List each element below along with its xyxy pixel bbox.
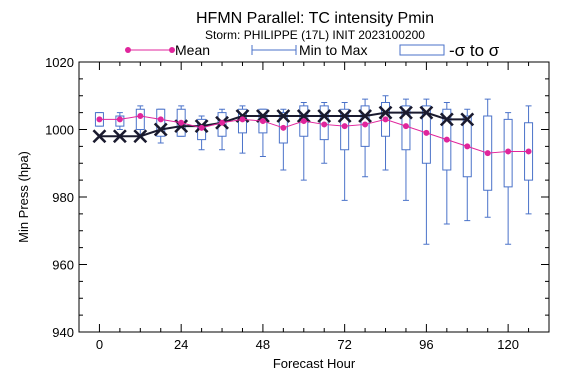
best-track-marker [337, 109, 352, 123]
best-track-marker [460, 112, 475, 127]
sigma-box [340, 108, 350, 151]
marker-stroke-b [112, 129, 127, 144]
mean-point [321, 121, 328, 128]
chart-subtitle: Storm: PHILIPPE (17L) INIT 2023100200 [205, 28, 425, 42]
mean-point [178, 119, 185, 126]
x-tick-label: 120 [497, 337, 519, 352]
mean-point [464, 143, 471, 150]
mean-point [239, 116, 246, 123]
mean-point [505, 148, 512, 155]
marker-stroke-b [378, 105, 393, 120]
best-track-marker [358, 109, 373, 123]
legend-mean: Mean [125, 42, 210, 58]
best-track-marker [419, 105, 434, 120]
marker-stroke-b [153, 122, 168, 137]
best-track-marker [255, 109, 270, 123]
x-tick-label: 24 [174, 337, 188, 352]
legend-mean-marker-right [169, 47, 175, 53]
legend-sigma-box [399, 44, 445, 56]
mean-point [96, 116, 103, 123]
mean-point [382, 116, 389, 123]
legend-sigma: -σ to σ [399, 41, 500, 60]
legend-minmax: Min to Max [251, 42, 367, 58]
mean-point [362, 121, 369, 128]
marker-stroke-b [92, 129, 107, 144]
best-track-marker [296, 109, 311, 123]
y-tick-label: 940 [52, 325, 74, 340]
y-axis-label: Min Press (hpa) [16, 151, 31, 243]
legend-mean-marker-left [125, 47, 131, 53]
best-track-marker [133, 129, 148, 144]
mean-point [157, 116, 164, 123]
box-plot [503, 112, 513, 245]
marker-stroke-b [419, 105, 434, 120]
marker-stroke-b [439, 112, 454, 127]
box-plot [524, 105, 534, 215]
best-track-marker [399, 105, 413, 120]
plot-frame [78, 61, 550, 333]
mean-series [96, 113, 532, 157]
mean-point [402, 123, 409, 130]
x-tick-label: 48 [256, 337, 270, 352]
mean-point [198, 124, 205, 131]
x-tick-label: 0 [96, 337, 103, 352]
sigma-box [156, 108, 166, 137]
box-plot [483, 98, 493, 218]
best-track-marker [439, 112, 454, 127]
mean-point [423, 129, 430, 136]
chart-title: HFMN Parallel: TC intensity Pmin [196, 10, 434, 27]
marker-stroke-b [133, 129, 148, 144]
mean-point [443, 136, 450, 143]
sigma-box [135, 108, 145, 130]
box-plot [421, 98, 431, 245]
mean-point [259, 118, 266, 125]
legend-minmax-label: Min to Max [299, 42, 367, 58]
mean-point [137, 113, 144, 119]
y-tick-label: 960 [52, 258, 74, 273]
best-track-marker [276, 109, 291, 123]
marker-stroke-b [317, 109, 332, 123]
best-track-marker [378, 105, 393, 120]
box-plot [381, 95, 391, 171]
box-plot [217, 108, 227, 151]
mean-line [99, 115, 529, 154]
marker-stroke-b [337, 109, 352, 123]
marker-stroke-b [399, 105, 413, 120]
x-tick-label: 72 [337, 337, 351, 352]
mean-point [300, 118, 307, 125]
box-plot [340, 102, 350, 201]
mean-point [280, 124, 287, 131]
y-tick-label: 1020 [45, 55, 74, 70]
marker-stroke-b [174, 119, 189, 134]
marker-stroke-b [276, 109, 291, 123]
legend-sigma-label: -σ to σ [449, 41, 500, 60]
mean-point [116, 116, 123, 123]
y-tick-label: 1000 [45, 123, 74, 138]
x-axis-label: Forecast Hour [273, 356, 356, 370]
y-tick-label: 980 [52, 190, 74, 205]
legend: Mean Min to Max -σ to σ [125, 41, 500, 60]
box-plot [197, 115, 207, 151]
marker-stroke-b [358, 109, 373, 123]
box-plot [462, 108, 472, 222]
best-track-marker [112, 129, 127, 144]
mean-point [341, 123, 348, 130]
best-track-marker [317, 109, 332, 123]
mean-point [219, 119, 226, 126]
box-plot [360, 98, 370, 178]
legend-mean-label: Mean [175, 42, 210, 58]
best-track-marker [92, 129, 107, 144]
x-tick-label: 96 [419, 337, 433, 352]
marker-stroke-b [460, 112, 475, 127]
axis-ticks: 0 24 48 72 96 120 940 960 980 1000 1020 [45, 55, 549, 352]
mean-point [525, 148, 532, 155]
mean-point [484, 150, 491, 157]
box-plot [156, 108, 166, 144]
best-track-marker [153, 122, 168, 137]
marker-stroke-b [296, 109, 311, 123]
marker-stroke-b [255, 109, 270, 123]
best-track-series [92, 105, 475, 144]
